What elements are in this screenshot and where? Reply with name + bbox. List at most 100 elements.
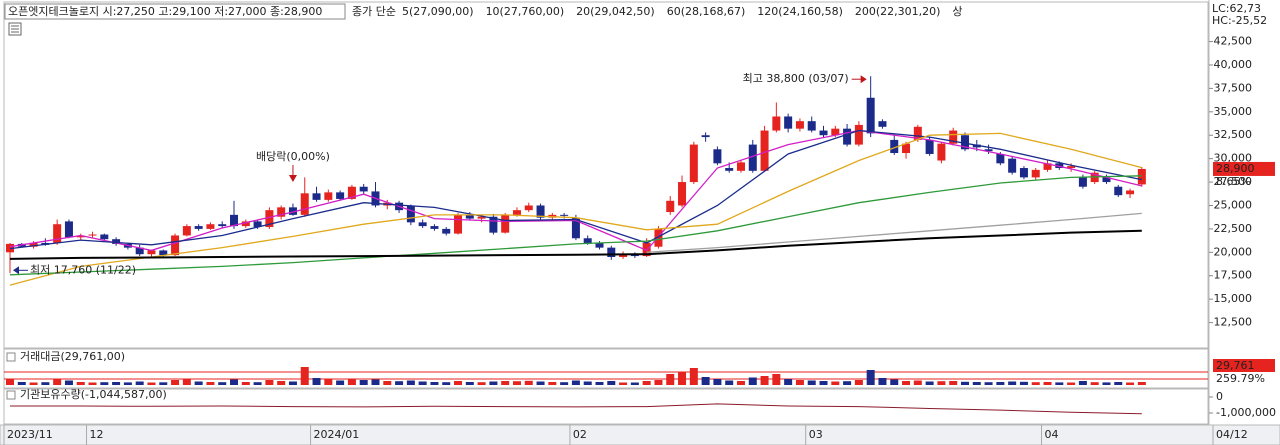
ma-line	[9, 129, 1142, 252]
volume-bar	[819, 381, 828, 385]
candle-body	[866, 97, 875, 134]
candle-body	[854, 124, 863, 145]
price-panel	[3, 1, 1209, 349]
y-tick-label: 20,000	[1214, 245, 1253, 258]
candle-body	[277, 207, 286, 217]
candle-body	[230, 214, 239, 227]
candle-body	[524, 205, 533, 211]
volume-bar	[135, 381, 144, 385]
volume-bar	[548, 382, 557, 385]
title-box	[4, 3, 346, 20]
holding-panel	[3, 388, 1209, 425]
candle-body	[76, 235, 85, 238]
volume-bar	[678, 372, 687, 385]
volume-bar	[1126, 382, 1135, 385]
volume-bar	[76, 382, 85, 385]
hc-label: HC:-25,52	[1212, 14, 1267, 27]
volume-bar	[630, 382, 639, 385]
candle-body	[1031, 169, 1040, 178]
volume-bar	[619, 382, 628, 385]
volume-bar	[336, 380, 345, 385]
candle-body	[442, 228, 451, 234]
volume-bar	[595, 382, 604, 385]
volume-bar	[902, 381, 911, 385]
y-tick-label: 30,000	[1214, 152, 1253, 165]
volume-bar	[1137, 382, 1146, 385]
volume-bar	[571, 380, 580, 385]
candle-body	[29, 242, 38, 247]
volume-bar	[64, 380, 73, 385]
volume-bar	[1031, 382, 1040, 385]
candle-body	[312, 193, 321, 200]
lc-label: LC:62,73	[1212, 2, 1261, 15]
candle-body	[890, 139, 899, 154]
y-tick-label: 25,000	[1214, 198, 1253, 211]
y-tick-label: 22,500	[1214, 222, 1253, 235]
volume-bar	[583, 381, 592, 385]
low-annotation: 최저 17,760 (11/22)	[30, 263, 136, 276]
ma-line	[9, 132, 1142, 286]
volume-bar	[171, 380, 180, 385]
candle-body	[88, 234, 97, 236]
candle-body	[489, 216, 498, 233]
y-tick-label: 35,000	[1214, 105, 1253, 118]
volume-bar	[642, 381, 651, 385]
candle-body	[960, 135, 969, 150]
volume-bar	[890, 379, 899, 385]
volume-bar	[1090, 382, 1099, 385]
candle-body	[807, 121, 816, 131]
volume-bar	[866, 370, 875, 385]
candle-body	[725, 168, 734, 171]
volume-bar	[607, 381, 616, 385]
volume-bar	[913, 380, 922, 385]
candle-body	[336, 192, 345, 199]
legend-entry: 60(28,168,67)	[667, 5, 746, 18]
volume-bar	[501, 381, 510, 385]
y2-tick-label: -1,000,000	[1216, 406, 1276, 419]
volume-bar	[748, 377, 757, 385]
volume-bar	[489, 381, 498, 385]
candle-body	[772, 116, 781, 131]
volume-bar	[324, 379, 333, 385]
candle-body	[595, 242, 604, 248]
legend-entry: 10(27,760,00)	[486, 5, 565, 18]
candle-body	[159, 250, 168, 256]
legend-extra: 상	[952, 5, 962, 18]
candle-body	[218, 224, 227, 227]
ma-line	[9, 175, 1142, 276]
y-tick-label: 17,500	[1214, 269, 1253, 282]
candle-body	[1114, 186, 1123, 196]
volume-bar	[984, 382, 993, 385]
volume-bar	[784, 379, 793, 385]
volume-bar	[807, 380, 816, 385]
volume-bar	[29, 382, 38, 385]
volume-bar	[371, 379, 380, 385]
y-tick-label: 15,000	[1214, 292, 1253, 305]
volume-bar	[454, 381, 463, 385]
volume-bar	[182, 379, 191, 385]
candle-body	[878, 121, 887, 127]
candle-body	[324, 192, 333, 200]
volume-bar	[725, 380, 734, 385]
volume-bar	[736, 381, 745, 385]
volume-bar	[241, 382, 250, 385]
change-label: 8.65%	[1216, 175, 1251, 188]
candle-body	[701, 135, 710, 138]
legend-entry: 120(24,160,58)	[757, 5, 843, 18]
candle-body	[265, 210, 274, 228]
volume-bar	[713, 379, 722, 385]
volume-bar	[206, 382, 215, 385]
candle-body	[736, 162, 745, 171]
candle-body	[135, 247, 144, 255]
volume-bar	[1102, 382, 1111, 385]
candle-body	[795, 121, 804, 129]
volume-bar	[88, 382, 97, 385]
candle-body	[477, 216, 486, 219]
y-tick-label: 27,500	[1214, 175, 1253, 188]
ma-line	[9, 229, 1142, 260]
candle-body	[1078, 177, 1087, 187]
ma-line	[646, 212, 1142, 253]
candle-body	[937, 143, 946, 161]
y-tick-label: 32,500	[1214, 128, 1253, 141]
candle-body	[501, 214, 510, 233]
